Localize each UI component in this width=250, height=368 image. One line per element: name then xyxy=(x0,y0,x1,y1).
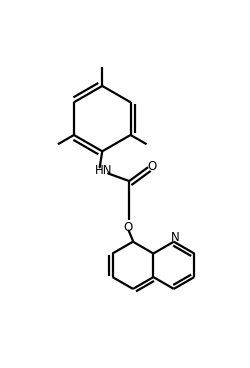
Text: N: N xyxy=(171,231,179,244)
Text: HN: HN xyxy=(95,164,112,177)
Text: O: O xyxy=(147,160,156,173)
Text: O: O xyxy=(124,221,133,234)
